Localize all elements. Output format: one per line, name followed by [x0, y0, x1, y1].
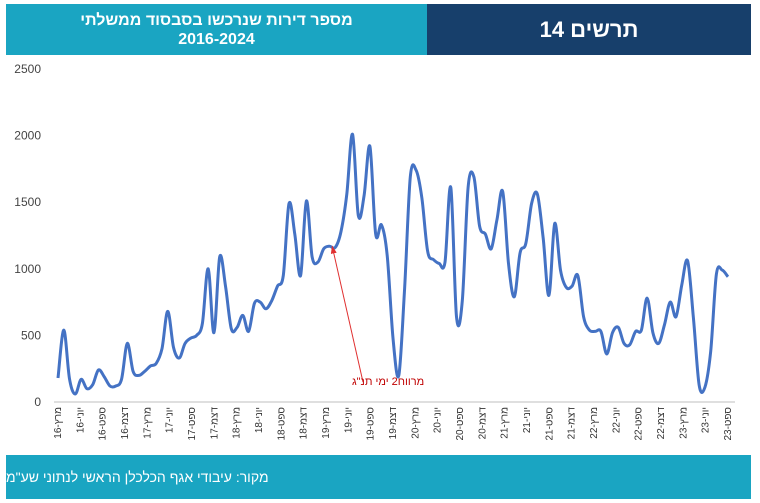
x-tick-label: יוני-20 [433, 407, 444, 433]
x-tick-label: מרץ-19 [321, 407, 332, 439]
chart-subtitle-line1: מספר דירות שנרכשו בסבסוד ממשלתי [80, 11, 353, 29]
x-tick-label: ספט-23 [723, 407, 734, 441]
x-tick-label: דצמ-16 [120, 407, 131, 440]
chart-subtitle: מספר דירות שנרכשו בסבסוד ממשלתי 2016-202… [6, 4, 427, 55]
x-tick-label: יוני-18 [254, 407, 265, 433]
x-tick-label: דצמ-21 [567, 407, 578, 440]
x-tick-label: דצמ-22 [656, 407, 667, 440]
x-tick-label: ספט-16 [98, 407, 109, 441]
x-tick-label: מרץ-22 [589, 407, 600, 439]
y-tick-label: 2500 [14, 62, 41, 76]
x-tick-labels: מרץ-16 יוני-16 ספט-16 דצמ-16 מרץ-17 יוני-17 ספ… [53, 407, 734, 441]
x-tick-label: מרץ-20 [410, 407, 421, 439]
series-line [56, 132, 730, 396]
y-tick-label: 1500 [14, 195, 41, 209]
x-tick-label: דצמ-18 [299, 407, 310, 440]
x-tick-label: דצמ-17 [209, 407, 220, 440]
annotation-arrow [330, 245, 364, 383]
figure-label: תרשים 14 [427, 4, 751, 55]
x-tick-label: יוני-17 [165, 407, 176, 433]
plot-area [56, 132, 730, 396]
x-tick-label: ספט-21 [544, 407, 555, 441]
y-tick-label: 1000 [14, 262, 41, 276]
source-note: מקור: עיבודי אגף הכלכלן הראשי לנתוני שע"… [6, 455, 751, 499]
x-tick-label: יוני-23 [701, 407, 712, 433]
x-tick-label: ספט-22 [634, 407, 645, 441]
x-tick-label: ספט-17 [187, 407, 198, 441]
x-tick-label: דצמ-20 [477, 407, 488, 440]
y-tick-label: 2000 [14, 129, 41, 143]
x-tick-label: יוני-22 [611, 407, 622, 433]
x-tick-label: ספט-18 [276, 407, 287, 441]
x-tick-label: מרץ-16 [53, 407, 64, 439]
x-tick-label: יוני-21 [522, 407, 533, 433]
x-tick-label: ספט-20 [455, 407, 466, 441]
annotation-text: מרווח2 ימי תנ"ג [352, 376, 424, 388]
x-tick-label: מרץ-23 [678, 407, 689, 439]
annotation: מרווח2 ימי תנ"ג [330, 245, 424, 388]
y-tick-label: 0 [34, 395, 41, 409]
line-chart: 0 500 1000 1500 2000 2500 מרץ-16 יוני-16 ספט-16… [14, 62, 735, 441]
x-tick-label: מרץ-18 [232, 407, 243, 439]
source-text: מקור: עיבודי אגף הכלכלן הראשי לנתוני שע"… [6, 469, 269, 485]
x-tick-label: יוני-16 [75, 407, 86, 433]
x-tick-label: דצמ-19 [388, 407, 399, 440]
x-tick-label: מרץ-17 [142, 407, 153, 439]
y-axis: 0 500 1000 1500 2000 2500 [14, 62, 41, 409]
x-tick-label: יוני-19 [343, 407, 354, 433]
chart-subtitle-line2: 2016-2024 [178, 30, 255, 48]
x-tick-label: ספט-19 [366, 407, 377, 441]
x-tick-label: מרץ-21 [500, 407, 511, 439]
y-tick-label: 500 [21, 328, 41, 342]
